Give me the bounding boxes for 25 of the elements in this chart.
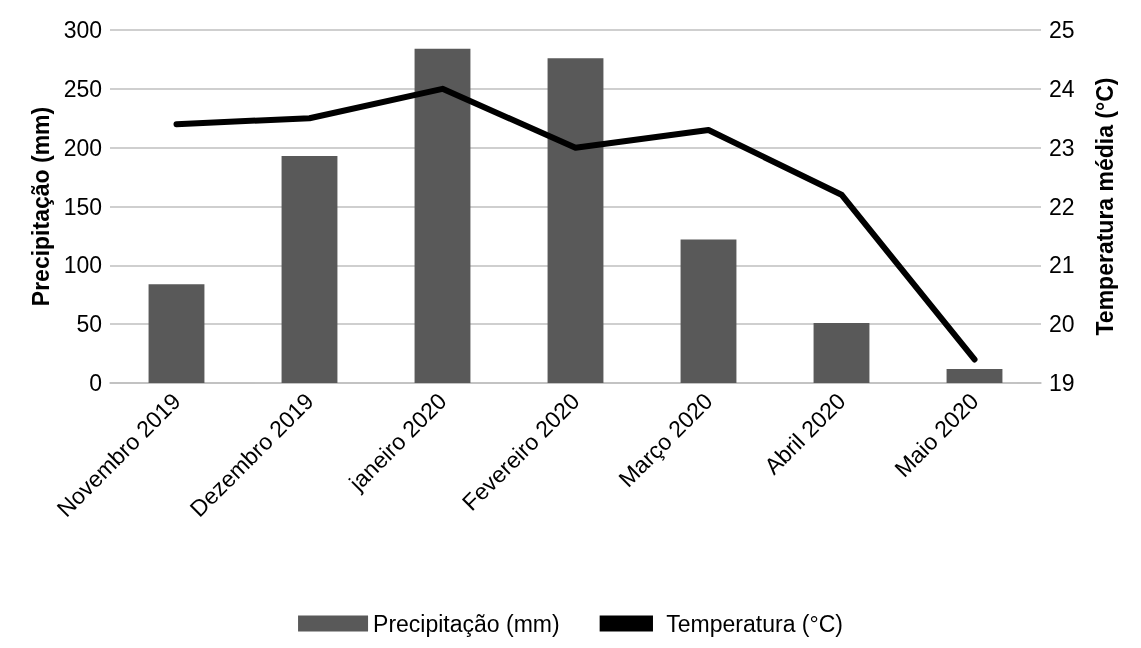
bar	[148, 284, 205, 383]
bar	[281, 155, 338, 383]
y2-tick-label: 25	[1049, 17, 1075, 43]
legend-label: Temperatura (°C)	[666, 610, 843, 637]
bar	[547, 58, 604, 383]
y2-tick-label: 24	[1049, 75, 1075, 102]
y2-tick-label: 22	[1049, 193, 1075, 220]
bar	[813, 322, 870, 383]
y-tick-label: 300	[63, 17, 102, 43]
y-tick-label: 150	[63, 193, 102, 220]
y2-tick-label: 23	[1049, 134, 1075, 161]
y-tick-label: 200	[63, 134, 102, 161]
legend-label: Precipitação (mm)	[373, 610, 560, 637]
y2-tick-label: 20	[1049, 311, 1075, 338]
y-tick-label: 0	[89, 370, 102, 396]
bar	[414, 48, 471, 383]
y2-axis-title: Temperatura média (°C)	[1091, 77, 1118, 336]
y-tick-label: 250	[63, 75, 102, 102]
y-axis-title: Precipitação (mm)	[28, 106, 55, 307]
y-tick-label: 50	[76, 311, 102, 338]
bar	[680, 239, 737, 383]
y2-tick-label: 21	[1049, 252, 1075, 279]
bar	[946, 368, 1003, 383]
y-tick-label: 100	[63, 252, 102, 279]
y2-tick-label: 19	[1049, 370, 1075, 396]
